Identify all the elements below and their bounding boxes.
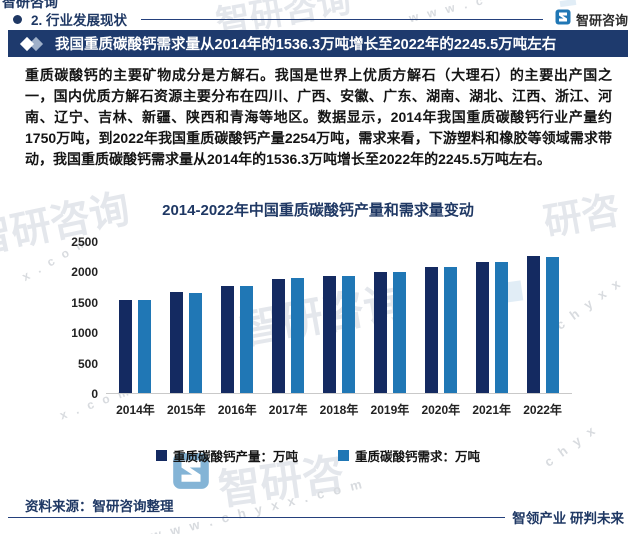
source-note: 资料来源：智研咨询整理 <box>25 499 174 514</box>
legend-item: 重质碳酸钙需求：万吨 <box>338 446 480 465</box>
x-axis-label: 2022年 <box>523 403 562 417</box>
y-axis-tick-label: 2000 <box>71 265 98 280</box>
footer-divider <box>8 517 505 518</box>
y-axis-tick-label: 1000 <box>71 326 98 341</box>
bar <box>170 292 184 393</box>
bar <box>545 256 559 393</box>
legend-swatch <box>155 450 167 461</box>
bar <box>272 278 286 393</box>
bar-group <box>212 285 263 393</box>
y-axis-tick-label: 500 <box>77 356 98 371</box>
brand-logo-text: 智研咨询 <box>575 12 628 28</box>
x-axis-label: 2019年 <box>370 403 410 417</box>
bar <box>424 267 438 393</box>
plot-area <box>106 242 572 394</box>
y-axis: 0 500 1000 1500 2000 2500 <box>58 235 102 401</box>
x-axis-label: 2018年 <box>319 403 359 417</box>
bar-group <box>466 262 517 393</box>
bar-group <box>110 299 161 393</box>
headline-banner: 我国重质碳酸钙需求量从2014年的1536.3万吨增长至2022年的2245.5… <box>8 30 628 57</box>
body-paragraph: 重质碳酸钙的主要矿物成分是方解石。我国是世界上优质方解石（大理石）的主要出产国之… <box>25 67 612 167</box>
brand-logo: 智研咨询 <box>555 9 628 30</box>
bar <box>119 299 133 393</box>
bar <box>373 272 387 393</box>
bar-group <box>517 256 568 393</box>
bar <box>526 256 540 393</box>
footer-slogan: 智领产业 研判未来 <box>512 511 624 526</box>
x-axis-label: 2014年 <box>116 403 155 417</box>
page-header: 2. 行业发展现状 智研咨询 <box>8 8 628 30</box>
bar <box>138 299 152 393</box>
header-divider <box>141 18 543 20</box>
chart-legend: 重质碳酸钙产量：万吨 重质碳酸钙需求：万吨 <box>0 446 636 465</box>
bar <box>342 276 355 393</box>
x-axis-labels: 2014年 2015年 2016年 2017年 2018年 2019年 2020年 2021年… <box>106 401 572 418</box>
zhiyan-logo-icon <box>555 9 571 30</box>
legend-label: 重质碳酸钙产量：万吨 <box>172 450 298 464</box>
chart-title: 2014-2022年中国重质碳酸钙产量和需求量变动 <box>162 202 474 219</box>
legend-swatch <box>338 450 349 461</box>
legend-label: 重质碳酸钙需求：万吨 <box>355 450 481 464</box>
bar-group <box>415 267 466 393</box>
y-axis-tick-label: 0 <box>91 387 98 401</box>
y-axis-tick-label: 2500 <box>71 235 98 249</box>
section-title: 2. 行业发展现状 <box>31 13 128 28</box>
bar <box>392 271 406 393</box>
bullet-icon <box>13 14 22 24</box>
headline-text: 我国重质碳酸钙需求量从2014年的1536.3万吨增长至2022年的2245.5… <box>55 37 557 53</box>
x-axis-label: 2015年 <box>166 403 206 417</box>
bar <box>323 276 336 393</box>
diamond-icon <box>19 36 46 51</box>
bar <box>494 262 508 393</box>
bar <box>189 292 203 393</box>
bar <box>240 286 254 393</box>
bar <box>291 278 305 393</box>
bar-group <box>364 271 415 393</box>
x-axis-label: 2020年 <box>421 403 461 417</box>
bar-group <box>263 278 314 393</box>
bar-chart: 0 500 1000 1500 2000 2500 <box>58 235 572 401</box>
bar <box>443 267 457 393</box>
bar-group <box>314 276 365 393</box>
x-axis-label: 2017年 <box>268 403 308 417</box>
bar-group <box>161 292 212 393</box>
x-axis-label: 2016年 <box>217 403 257 417</box>
bar <box>221 285 235 393</box>
y-axis-tick-label: 1500 <box>71 295 98 310</box>
legend-item: 重质碳酸钙产量：万吨 <box>155 446 298 465</box>
x-axis-label: 2021年 <box>472 403 512 417</box>
bar <box>475 262 489 393</box>
